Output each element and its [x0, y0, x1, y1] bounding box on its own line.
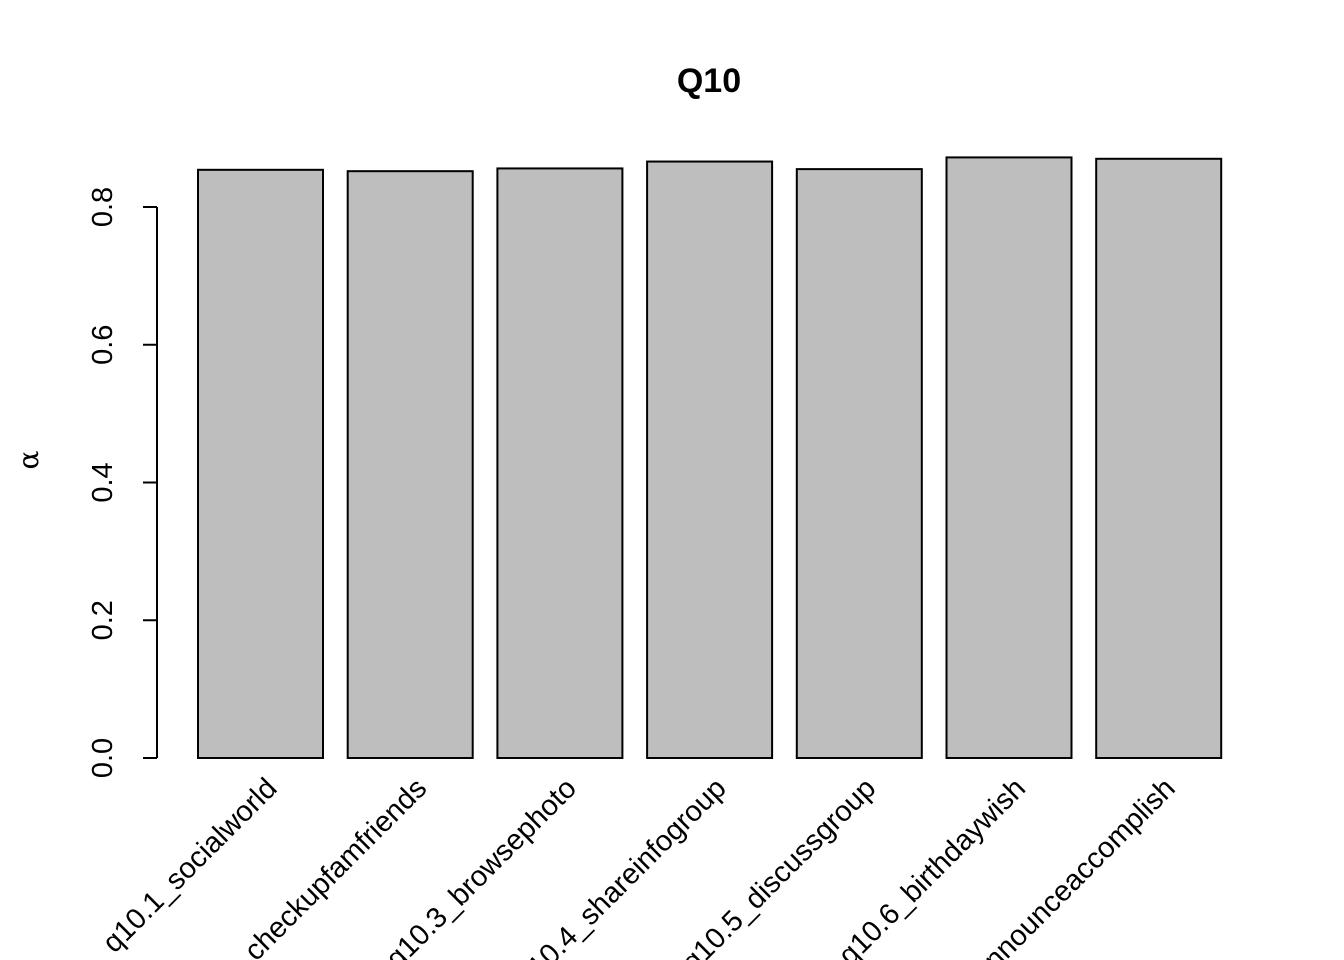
chart-title: Q10: [677, 62, 741, 100]
bar-2: [346, 170, 474, 759]
x-tick-labels: q10.1_socialworldq10.2_checkupfamfriends…: [97, 772, 1182, 960]
y-tick-label: 0.2: [87, 600, 119, 640]
y-axis: 0.0 0.2 0.4 0.6 0.8: [87, 187, 158, 778]
bar-6: [945, 156, 1073, 760]
y-axis-label: α: [12, 450, 45, 469]
y-tick-label: 0.6: [87, 325, 119, 365]
bars-group: [197, 156, 1223, 760]
y-tick-label: 0.0: [87, 738, 119, 778]
bar-3: [496, 167, 624, 759]
bar-5: [795, 168, 923, 759]
bar-1: [197, 168, 324, 759]
bar-7: [1095, 157, 1223, 760]
x-tick-label: q10.2_checkupfamfriends: [176, 772, 433, 960]
y-tick-label: 0.8: [87, 187, 119, 227]
y-tick-label: 0.4: [87, 462, 119, 502]
bar-4: [646, 160, 774, 760]
